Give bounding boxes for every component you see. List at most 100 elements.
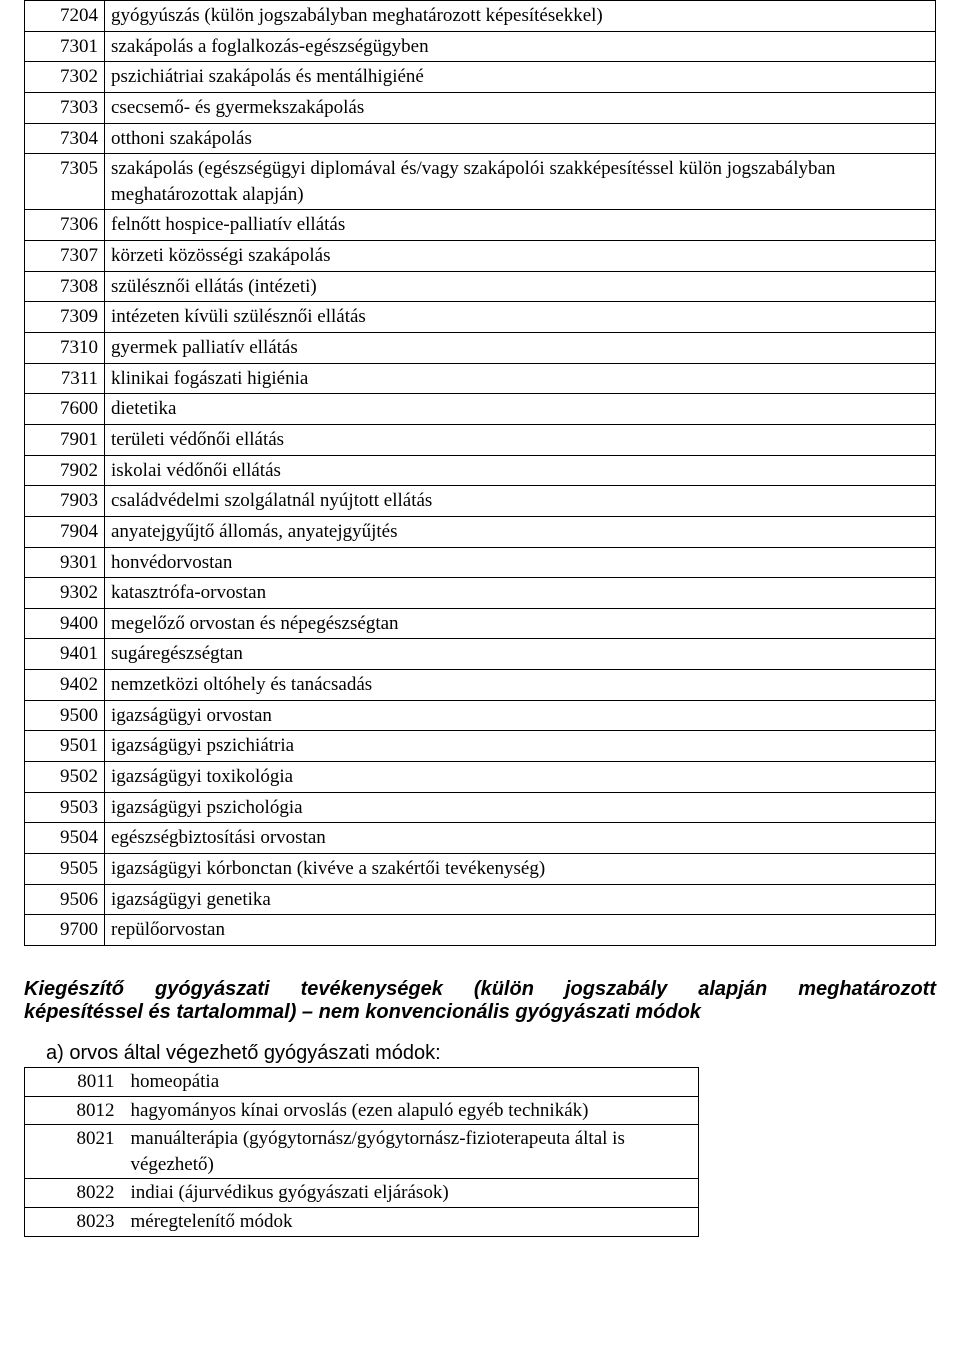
table-row: 9700repülőorvostan [25, 915, 936, 946]
code-cell: 9400 [25, 608, 105, 639]
table-row: 9500igazságügyi orvostan [25, 700, 936, 731]
code-cell: 9504 [25, 823, 105, 854]
table-row: 7304otthoni szakápolás [25, 123, 936, 154]
description-cell: klinikai fogászati higiénia [105, 363, 936, 394]
code-cell: 7306 [25, 210, 105, 241]
table-row: 8012hagyományos kínai orvoslás (ezen ala… [25, 1096, 699, 1125]
table-row: 7902iskolai védőnői ellátás [25, 455, 936, 486]
subsection-a-heading: a) orvos által végezhető gyógyászati mód… [46, 1042, 936, 1065]
section-heading: Kiegészítő gyógyászati tevékenységek (kü… [24, 978, 936, 1024]
codes-table-main: 7204gyógyúszás (külön jogszabályban megh… [24, 0, 936, 946]
code-cell: 7903 [25, 486, 105, 517]
description-cell: szakápolás a foglalkozás-egészségügyben [105, 31, 936, 62]
code-cell: 9401 [25, 639, 105, 670]
table-row: 9503igazságügyi pszichológia [25, 792, 936, 823]
table-row: 7204gyógyúszás (külön jogszabályban megh… [25, 1, 936, 32]
code-cell: 9302 [25, 578, 105, 609]
table-row: 7303csecsemő- és gyermekszakápolás [25, 92, 936, 123]
table-row: 9302katasztrófa-orvostan [25, 578, 936, 609]
description-cell: sugáregészségtan [105, 639, 936, 670]
table-row: 8011homeopátia [25, 1067, 699, 1096]
table-row: 9506igazságügyi genetika [25, 884, 936, 915]
table-row: 7305szakápolás (egészségügyi diplomával … [25, 154, 936, 210]
description-cell: indiai (ájurvédikus gyógyászati eljáráso… [123, 1179, 699, 1208]
description-cell: repülőorvostan [105, 915, 936, 946]
description-cell: igazságügyi orvostan [105, 700, 936, 731]
description-cell: szakápolás (egészségügyi diplomával és/v… [105, 154, 936, 210]
page: 7204gyógyúszás (külön jogszabályban megh… [0, 0, 960, 1277]
description-cell: gyermek palliatív ellátás [105, 333, 936, 364]
table-row: 7301szakápolás a foglalkozás-egészségügy… [25, 31, 936, 62]
description-cell: homeopátia [123, 1067, 699, 1096]
code-cell: 9505 [25, 853, 105, 884]
description-cell: igazságügyi toxikológia [105, 762, 936, 793]
description-cell: anyatejgyűjtő állomás, anyatejgyűjtés [105, 516, 936, 547]
description-cell: katasztrófa-orvostan [105, 578, 936, 609]
table-row: 9401sugáregészségtan [25, 639, 936, 670]
code-cell: 9301 [25, 547, 105, 578]
code-cell: 9402 [25, 670, 105, 701]
code-cell: 9700 [25, 915, 105, 946]
description-cell: igazságügyi pszichiátria [105, 731, 936, 762]
code-cell: 8021 [25, 1125, 123, 1179]
code-cell: 7307 [25, 241, 105, 272]
code-cell: 9501 [25, 731, 105, 762]
description-cell: igazságügyi kórbonctan (kivéve a szakért… [105, 853, 936, 884]
table-row: 9505igazságügyi kórbonctan (kivéve a sza… [25, 853, 936, 884]
code-cell: 7308 [25, 271, 105, 302]
table-row: 7311klinikai fogászati higiénia [25, 363, 936, 394]
table-row: 7310gyermek palliatív ellátás [25, 333, 936, 364]
table-row: 7904anyatejgyűjtő állomás, anyatejgyűjté… [25, 516, 936, 547]
code-cell: 8011 [25, 1067, 123, 1096]
code-cell: 7904 [25, 516, 105, 547]
description-cell: iskolai védőnői ellátás [105, 455, 936, 486]
description-cell: manuálterápia (gyógytornász/gyógytornász… [123, 1125, 699, 1179]
code-cell: 7902 [25, 455, 105, 486]
code-cell: 7311 [25, 363, 105, 394]
codes-table-secondary: 8011homeopátia8012hagyományos kínai orvo… [24, 1067, 699, 1237]
code-cell: 9506 [25, 884, 105, 915]
code-cell: 9502 [25, 762, 105, 793]
code-cell: 7309 [25, 302, 105, 333]
table-row: 8021manuálterápia (gyógytornász/gyógytor… [25, 1125, 699, 1179]
code-cell: 7304 [25, 123, 105, 154]
description-cell: felnőtt hospice-palliatív ellátás [105, 210, 936, 241]
description-cell: intézeten kívüli szülésznői ellátás [105, 302, 936, 333]
description-cell: méregtelenítő módok [123, 1208, 699, 1237]
table-row: 7901területi védőnői ellátás [25, 424, 936, 455]
table-row: 8023méregtelenítő módok [25, 1208, 699, 1237]
code-cell: 8012 [25, 1096, 123, 1125]
description-cell: területi védőnői ellátás [105, 424, 936, 455]
description-cell: csecsemő- és gyermekszakápolás [105, 92, 936, 123]
code-cell: 7204 [25, 1, 105, 32]
code-cell: 7303 [25, 92, 105, 123]
section-heading-line2: képesítéssel és tartalommal) – nem konve… [24, 1001, 936, 1024]
description-cell: pszichiátriai szakápolás és mentálhigién… [105, 62, 936, 93]
description-cell: gyógyúszás (külön jogszabályban meghatár… [105, 1, 936, 32]
description-cell: hagyományos kínai orvoslás (ezen alapuló… [123, 1096, 699, 1125]
code-cell: 9503 [25, 792, 105, 823]
description-cell: megelőző orvostan és népegészségtan [105, 608, 936, 639]
table-row: 7308szülésznői ellátás (intézeti) [25, 271, 936, 302]
table-row: 7306felnőtt hospice-palliatív ellátás [25, 210, 936, 241]
description-cell: nemzetközi oltóhely és tanácsadás [105, 670, 936, 701]
code-cell: 7302 [25, 62, 105, 93]
description-cell: igazságügyi genetika [105, 884, 936, 915]
description-cell: igazságügyi pszichológia [105, 792, 936, 823]
table-row: 9502igazságügyi toxikológia [25, 762, 936, 793]
table-row: 7600dietetika [25, 394, 936, 425]
code-cell: 9500 [25, 700, 105, 731]
table-row: 9301honvédorvostan [25, 547, 936, 578]
table-row: 8022indiai (ájurvédikus gyógyászati eljá… [25, 1179, 699, 1208]
table-row: 9402nemzetközi oltóhely és tanácsadás [25, 670, 936, 701]
table-row: 7302pszichiátriai szakápolás és mentálhi… [25, 62, 936, 93]
description-cell: egészségbiztosítási orvostan [105, 823, 936, 854]
code-cell: 8022 [25, 1179, 123, 1208]
description-cell: szülésznői ellátás (intézeti) [105, 271, 936, 302]
table-row: 7309intézeten kívüli szülésznői ellátás [25, 302, 936, 333]
code-cell: 7600 [25, 394, 105, 425]
description-cell: otthoni szakápolás [105, 123, 936, 154]
table-row: 7307körzeti közösségi szakápolás [25, 241, 936, 272]
code-cell: 8023 [25, 1208, 123, 1237]
code-cell: 7305 [25, 154, 105, 210]
